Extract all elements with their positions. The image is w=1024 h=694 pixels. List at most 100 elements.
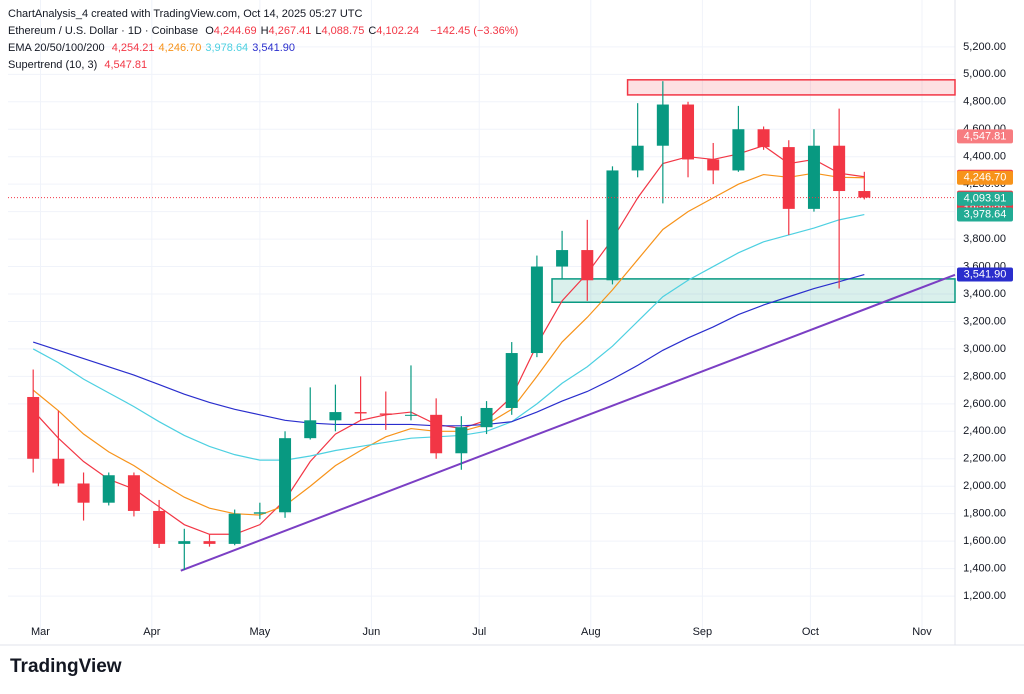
y-tick-label: 3,000.00 bbox=[963, 343, 1006, 355]
price-tag bbox=[957, 191, 1013, 206]
trendline bbox=[180, 273, 956, 572]
candle-body bbox=[757, 129, 770, 148]
x-tick-label: Apr bbox=[143, 626, 160, 638]
x-tick-label: Sep bbox=[693, 626, 713, 638]
candle-body bbox=[556, 250, 569, 267]
y-tick-label: 3,800.00 bbox=[963, 233, 1006, 245]
ohlc-value: 4,102.24 bbox=[376, 25, 420, 37]
symbol-row: Ethereum / U.S. Dollar · 1D · Coinbase O… bbox=[8, 23, 522, 40]
ohlc-key: H bbox=[260, 25, 269, 37]
candle-body bbox=[203, 541, 216, 544]
ohlc-key: O bbox=[205, 25, 214, 37]
ohlc-value: 4,267.41 bbox=[268, 25, 312, 37]
x-tick-label: Oct bbox=[802, 626, 819, 638]
candle-body bbox=[682, 104, 695, 160]
y-tick-label: 2,400.00 bbox=[963, 425, 1006, 437]
y-tick-label: 4,400.00 bbox=[963, 151, 1006, 163]
ema-value: 4,254.21 bbox=[111, 42, 155, 54]
price-tag bbox=[957, 129, 1013, 144]
ohlc-value: 4,244.69 bbox=[213, 25, 257, 37]
candle-body bbox=[379, 413, 392, 415]
price-tag-label: 3,541.90 bbox=[964, 268, 1007, 280]
ema-line bbox=[32, 213, 865, 461]
x-tick-label: Mar bbox=[31, 626, 50, 638]
candle-body bbox=[304, 420, 317, 439]
y-tick-label: 1,400.00 bbox=[963, 563, 1006, 575]
symbol: Ethereum / U.S. Dollar · 1D · Coinbase bbox=[8, 25, 199, 37]
ema-value: 3,541.90 bbox=[252, 42, 296, 54]
candle-body bbox=[228, 513, 241, 544]
candle-body bbox=[505, 353, 518, 408]
y-tick-label: 2,200.00 bbox=[963, 453, 1006, 465]
ohlc: O4,244.69 H4,267.41 L4,088.75 C4,102.24 bbox=[205, 25, 423, 37]
candle-body bbox=[52, 458, 65, 484]
supertrend-value: 4,547.81 bbox=[104, 59, 148, 71]
x-tick-label: May bbox=[249, 626, 270, 638]
y-tick-label: 2,800.00 bbox=[963, 370, 1006, 382]
ema-line bbox=[32, 172, 865, 516]
y-tick-label: 1,800.00 bbox=[963, 508, 1006, 520]
y-tick-label: 3,200.00 bbox=[963, 315, 1006, 327]
y-tick-label: 1,600.00 bbox=[963, 535, 1006, 547]
price-tag bbox=[957, 207, 1013, 222]
candle-body bbox=[27, 396, 40, 459]
ema-value: 3,978.64 bbox=[205, 42, 249, 54]
price-tag bbox=[957, 267, 1013, 282]
zone bbox=[626, 79, 956, 96]
price-tag-label: 4,246.70 bbox=[964, 172, 1007, 184]
x-tick-label: Aug bbox=[581, 626, 601, 638]
ohlc-key: L bbox=[315, 25, 322, 37]
zone bbox=[551, 278, 956, 303]
supertrend-row: Supertrend (10, 3) 4,547.81 bbox=[8, 57, 522, 74]
candle-body bbox=[807, 145, 820, 209]
candle-body bbox=[606, 170, 619, 281]
candle-body bbox=[279, 438, 292, 513]
candle-body bbox=[77, 483, 90, 503]
ema-name: EMA 20/50/100/200 bbox=[8, 42, 105, 54]
x-tick-label: Jul bbox=[472, 626, 486, 638]
y-tick-label: 3,400.00 bbox=[963, 288, 1006, 300]
y-tick-label: 2,600.00 bbox=[963, 398, 1006, 410]
candle-body bbox=[253, 512, 266, 514]
ohlc-key: C bbox=[368, 25, 377, 37]
candle-body bbox=[102, 475, 115, 503]
supertrend-name: Supertrend (10, 3) bbox=[8, 59, 98, 71]
brand: TradingView bbox=[10, 656, 122, 677]
change: −142.45 (−3.36%) bbox=[430, 25, 519, 37]
candle-body bbox=[656, 104, 669, 146]
candle-body bbox=[858, 191, 871, 198]
x-tick-label: Nov bbox=[912, 626, 932, 638]
candle-body bbox=[430, 414, 443, 454]
price-tag-label: 4,547.81 bbox=[964, 130, 1007, 142]
credit: ChartAnalysis_4 created with TradingView… bbox=[8, 8, 363, 20]
candle-body bbox=[480, 407, 493, 428]
candle-body bbox=[127, 475, 140, 511]
price-tag bbox=[957, 170, 1013, 185]
candle-body bbox=[732, 129, 745, 171]
candle-body bbox=[581, 250, 594, 281]
x-tick-label: Jun bbox=[363, 626, 381, 638]
y-tick-label: 4,800.00 bbox=[963, 96, 1006, 108]
candle-body bbox=[833, 145, 846, 192]
header: ChartAnalysis_4 created with TradingView… bbox=[8, 6, 522, 74]
y-tick-label: 5,000.00 bbox=[963, 68, 1006, 80]
y-tick-label: 2,000.00 bbox=[963, 480, 1006, 492]
candle-body bbox=[404, 414, 417, 416]
ohlc-value: 4,088.75 bbox=[321, 25, 365, 37]
ema-row: EMA 20/50/100/200 4,254.21 4,246.70 3,978.… bbox=[8, 40, 522, 57]
candle-body bbox=[530, 266, 543, 354]
price-tag-label: 4,093.91 bbox=[964, 193, 1007, 205]
ema-line bbox=[32, 145, 865, 535]
y-tick-label: 5,200.00 bbox=[963, 41, 1006, 53]
candle-body bbox=[631, 145, 644, 171]
ema-line bbox=[32, 273, 865, 427]
candle-body bbox=[782, 147, 795, 209]
candle-body bbox=[329, 412, 342, 421]
candle-body bbox=[354, 412, 367, 414]
y-tick-label: 1,200.00 bbox=[963, 590, 1006, 602]
ema-value: 4,246.70 bbox=[158, 42, 202, 54]
candle-body bbox=[707, 159, 720, 171]
candle-body bbox=[153, 510, 166, 544]
